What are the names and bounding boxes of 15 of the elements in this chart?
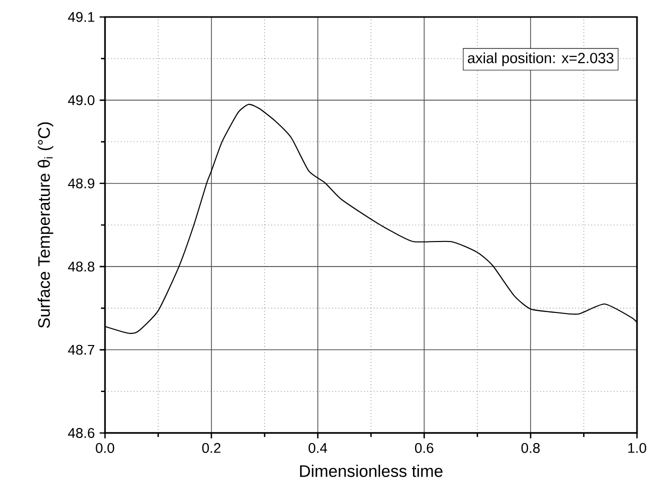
y-tick-label: 48.6 — [68, 428, 94, 438]
y-tick-label: 48.7 — [68, 344, 94, 355]
annotation: axial position: x=2.033 — [468, 52, 614, 66]
y-axis-title: Surface Temperature θ$_{i}$ (°C) — [38, 122, 54, 328]
y-tick-label: 48.9 — [68, 178, 94, 188]
y-tick-label: 49.1 — [68, 12, 94, 22]
y-tick-label: 49.0 — [68, 95, 94, 106]
x-axis-title: Dimensionless time — [300, 464, 442, 478]
x-tick-label: 0.8 — [521, 443, 540, 453]
x-tick-label: 0.4 — [308, 443, 328, 453]
y-tick-label: 48.8 — [68, 262, 94, 272]
x-tick-label: 0.0 — [96, 443, 114, 453]
x-tick-label: 0.6 — [415, 443, 434, 453]
x-tick-label: 0.2 — [202, 443, 220, 453]
x-tick-label: 1.0 — [628, 443, 646, 453]
